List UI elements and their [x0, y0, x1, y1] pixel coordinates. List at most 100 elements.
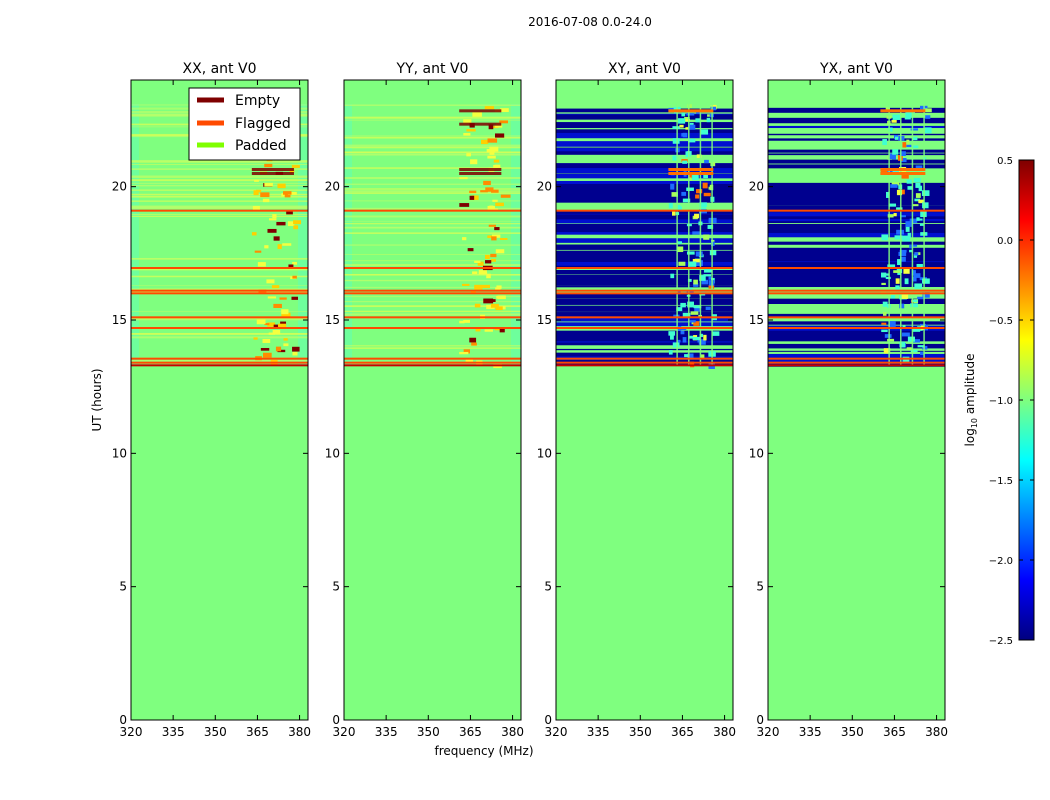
- x-tick-label: 335: [587, 725, 610, 739]
- cross-hot-cell: [897, 259, 902, 266]
- rfi-hot-cell: [500, 194, 511, 198]
- cross-dark-row: [556, 314, 733, 318]
- x-tick-label: 320: [333, 725, 356, 739]
- cross-dark-row: [768, 182, 945, 185]
- flag-line: [344, 364, 521, 367]
- cross-hot-cell: [886, 191, 890, 198]
- rfi-hot-cell: [494, 227, 500, 231]
- rfi-hot-cell: [493, 159, 500, 163]
- cross-dark-row: [556, 311, 733, 313]
- cross-dark-row: [556, 285, 733, 288]
- cross-dark-row: [556, 114, 733, 120]
- cross-hot-cell: [896, 207, 903, 211]
- cross-hot-cell: [688, 173, 692, 178]
- rfi-streak: [131, 318, 308, 321]
- rfi-hot-cell: [488, 224, 496, 227]
- rfi-hot-cell: [255, 189, 262, 193]
- cross-hot-cell: [688, 287, 693, 292]
- y-tick-label: 5: [119, 580, 127, 594]
- rfi-hot-cell: [279, 297, 287, 300]
- rfi-hot-cell: [463, 349, 470, 354]
- cross-hot-cell: [899, 151, 906, 157]
- cross-hot-cell: [703, 172, 708, 179]
- rfi-hot-cell: [488, 299, 496, 303]
- cross-hot-cell: [668, 350, 673, 355]
- flag-line: [344, 289, 521, 292]
- cross-gap: [923, 104, 925, 366]
- cross-hot-cell: [910, 303, 918, 308]
- cross-hot-cell: [892, 149, 899, 155]
- cross-hot-cell: [915, 193, 921, 198]
- cross-hot-cell: [682, 160, 688, 164]
- x-tick-label: 350: [417, 725, 440, 739]
- cross-hot-cell: [901, 332, 910, 337]
- rfi-hot-cell: [492, 199, 498, 202]
- padded-region: [768, 80, 945, 720]
- x-tick-label: 365: [883, 725, 906, 739]
- cross-dark-row: [768, 247, 945, 253]
- cross-hot-cell: [912, 276, 917, 282]
- cross-hot-cell: [912, 339, 920, 343]
- cross-hot-cell: [902, 235, 911, 242]
- cross-flag-row: [880, 109, 926, 113]
- empty-row: [459, 168, 502, 171]
- x-tick-label: 380: [288, 725, 311, 739]
- cross-hot-cell: [911, 299, 918, 303]
- cross-flag-row: [880, 172, 926, 175]
- rfi-streak: [131, 333, 308, 335]
- cross-hot-cell: [704, 159, 709, 164]
- rfi-streak: [344, 153, 521, 156]
- cross-dark-row: [556, 265, 733, 268]
- rfi-hot-cell: [281, 309, 289, 315]
- cross-hot-cell: [894, 235, 903, 240]
- cross-hot-cell: [703, 192, 711, 197]
- cross-flag-row: [668, 109, 714, 113]
- cross-hot-cell: [890, 184, 898, 188]
- cross-hot-cell: [891, 182, 900, 186]
- rfi-streak: [131, 359, 308, 362]
- cross-dark-row: [768, 216, 945, 219]
- flag-line: [344, 327, 521, 329]
- cross-hot-cell: [912, 136, 918, 141]
- flag-line: [556, 327, 733, 329]
- rfi-hot-cell: [281, 312, 291, 318]
- y-tick-label: 20: [112, 180, 127, 194]
- rfi-streak: [131, 336, 308, 339]
- cross-hot-cell: [672, 138, 680, 144]
- x-tick-label: 365: [246, 725, 269, 739]
- rfi-hot-cell: [480, 139, 489, 145]
- rfi-hot-cell: [293, 225, 299, 230]
- plot-frame: [130, 79, 309, 721]
- colorbar-tick-label: −2.0: [989, 556, 1013, 567]
- cross-hot-cell: [904, 117, 911, 120]
- band-edge-left: [344, 104, 352, 366]
- rfi-streak: [344, 188, 521, 190]
- rfi-streak: [344, 313, 521, 316]
- cross-hot-cell: [887, 214, 894, 218]
- rfi-hot-cell: [470, 159, 478, 165]
- rfi-hot-cell: [260, 192, 270, 198]
- cross-hot-cell: [670, 183, 675, 190]
- cross-hot-cell: [701, 279, 709, 285]
- rfi-streak: [131, 213, 308, 215]
- rfi-hot-cell: [489, 150, 495, 155]
- cross-dark-block: [768, 274, 945, 286]
- cross-hot-cell: [884, 334, 892, 338]
- rfi-hot-cell: [293, 220, 302, 225]
- cross-hot-cell: [922, 202, 929, 209]
- cross-hot-cell: [686, 187, 694, 191]
- cross-hot-cell: [882, 311, 887, 316]
- x-tick-label: 380: [501, 725, 524, 739]
- cross-hot-cell: [902, 142, 907, 148]
- cross-hot-cell: [690, 311, 699, 315]
- rfi-hot-cell: [254, 250, 262, 253]
- cross-hot-cell: [712, 331, 720, 336]
- y-tick-label: 10: [325, 446, 340, 460]
- rfi-hot-cell: [276, 221, 286, 226]
- cross-dark-row: [768, 313, 945, 318]
- rfi-hot-cell: [262, 339, 271, 343]
- cross-hot-cell: [900, 256, 906, 262]
- rfi-hot-cell: [467, 248, 474, 252]
- flag-line: [556, 357, 733, 360]
- cross-hot-cell: [668, 203, 673, 209]
